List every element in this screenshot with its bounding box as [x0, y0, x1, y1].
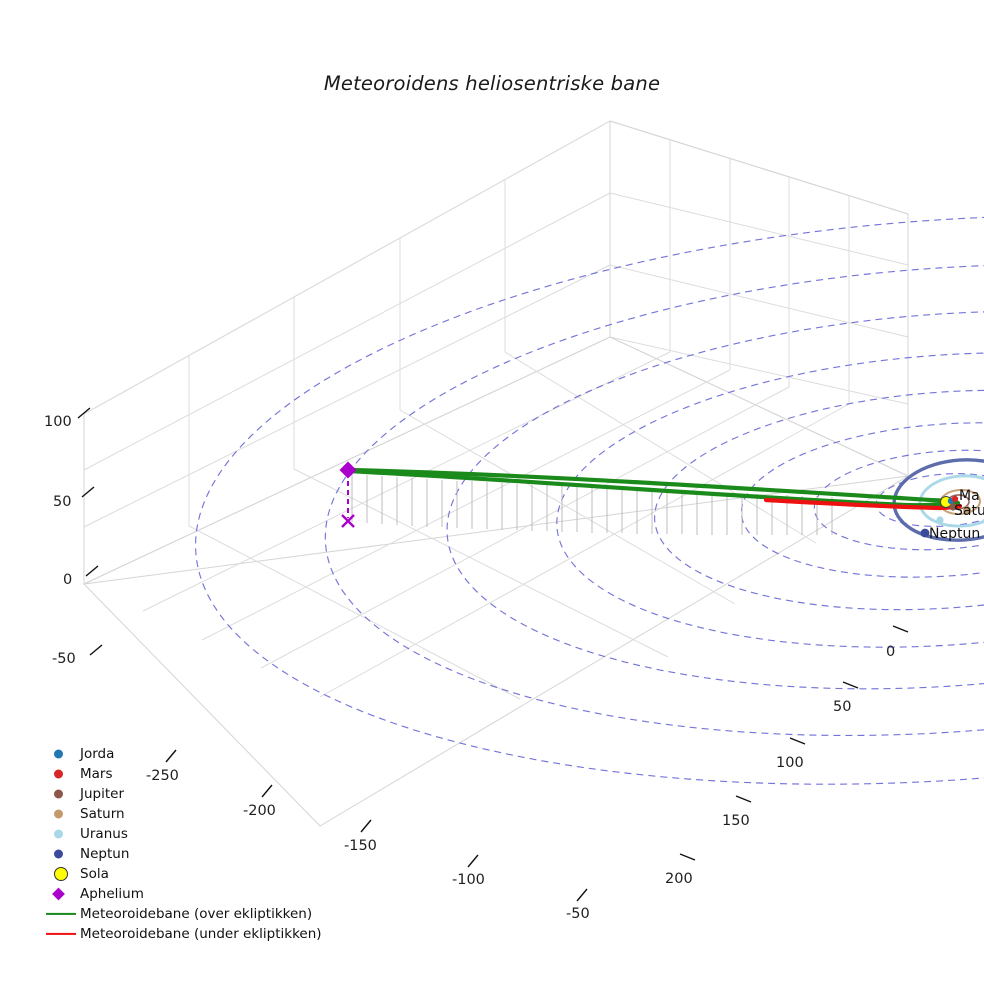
sola-dot-icon [44, 864, 80, 884]
legend-item-orbit-under: Meteoroidebane (under ekliptikken) [44, 924, 334, 944]
x-tick-neg250: -250 [146, 768, 179, 784]
legend-item-sola: Sola [44, 864, 334, 884]
uranus-dot-icon [44, 824, 80, 844]
x-tick-neg200: -200 [243, 803, 276, 819]
orbit-projection-stems [351, 474, 833, 535]
planetary-orbit-rings [195, 215, 984, 785]
legend-label-saturn: Saturn [80, 806, 125, 822]
x-tick-neg150: -150 [344, 838, 377, 854]
jupiter-dot-icon [44, 784, 80, 804]
jupiter-marker [949, 503, 957, 511]
chart-title: Meteoroidens heliosentriske bane [323, 72, 661, 95]
saturn-label: Satu [954, 503, 984, 519]
z-tick-50: 50 [53, 494, 72, 510]
legend-label-aphelium: Aphelium [80, 886, 144, 902]
y-tick-50: 50 [833, 699, 852, 715]
x-tick-neg50: -50 [566, 906, 590, 922]
neptun-label: Neptun [929, 526, 981, 542]
neptun-dot-icon [44, 844, 80, 864]
z-tick-0: 0 [63, 572, 73, 588]
mars-label: Ma [959, 488, 980, 504]
x-tick-neg100: -100 [452, 872, 485, 888]
y-tick-100: 100 [776, 755, 804, 771]
legend-item-jupiter: Jupiter [44, 784, 334, 804]
mars-dot-icon [44, 764, 80, 784]
legend-label-jupiter: Jupiter [80, 786, 125, 802]
orbit-over-line-icon [44, 904, 80, 924]
legend-item-saturn: Saturn [44, 804, 334, 824]
meteoroid-orbit-over-ecliptic [345, 467, 961, 508]
legend-label-orbit-over: Meteoroidebane (over ekliptikken) [80, 906, 313, 922]
legend-item-mars: Mars [44, 764, 334, 784]
z-tick-neg50: -50 [52, 651, 76, 667]
legend-label-sola: Sola [80, 866, 109, 882]
orbit-under-line-icon [44, 924, 80, 944]
legend-item-jorda: Jorda [44, 744, 334, 764]
y-tick-0: 0 [886, 644, 896, 660]
legend-item-uranus: Uranus [44, 824, 334, 844]
legend-label-uranus: Uranus [80, 826, 128, 842]
z-tick-100: 100 [44, 414, 72, 430]
y-tick-200: 200 [665, 871, 693, 887]
axis-tick-marks [77, 407, 909, 902]
legend-label-orbit-under: Meteoroidebane (under ekliptikken) [80, 926, 322, 942]
mars-marker [951, 495, 959, 503]
saturn-dot-icon [44, 804, 80, 824]
legend-label-mars: Mars [80, 766, 113, 782]
y-tick-150: 150 [722, 813, 750, 829]
legend: Jorda Mars Jupiter Saturn Uranus Neptun … [44, 744, 334, 944]
neptun-marker [920, 528, 930, 538]
aphelium-diamond-icon [44, 884, 80, 904]
legend-label-jorda: Jorda [80, 746, 115, 762]
aphelion-projection-marker [341, 514, 355, 528]
legend-item-neptun: Neptun [44, 844, 334, 864]
aphelium-marker [339, 461, 357, 479]
saturn-marker [963, 506, 971, 514]
legend-label-neptun: Neptun [80, 846, 130, 862]
legend-item-aphelium: Aphelium [44, 884, 334, 904]
legend-item-orbit-over: Meteoroidebane (over ekliptikken) [44, 904, 334, 924]
uranus-marker [936, 516, 944, 524]
jorda-dot-icon [44, 744, 80, 764]
